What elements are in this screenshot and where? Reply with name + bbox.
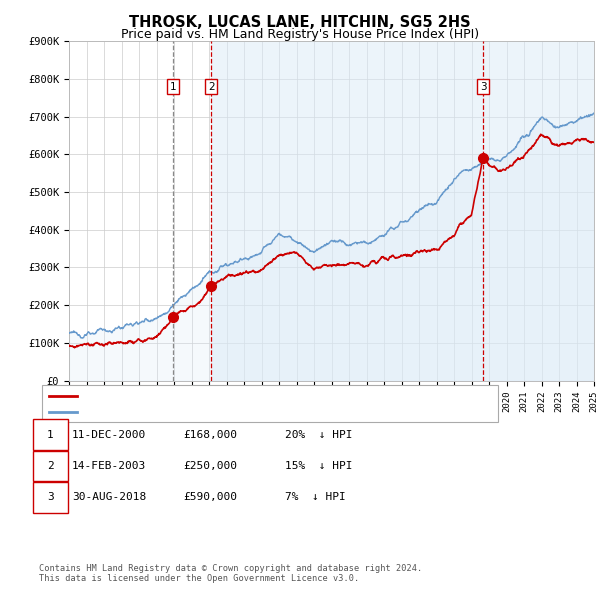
Bar [211,41,594,381]
Text: 1: 1 [170,81,176,91]
Text: 3: 3 [480,81,487,91]
Text: 2: 2 [208,81,214,91]
Text: THROSK, LUCAS LANE, HITCHIN, SG5 2HS: THROSK, LUCAS LANE, HITCHIN, SG5 2HS [129,15,471,30]
Text: £590,000: £590,000 [183,493,237,502]
Text: 7%  ↓ HPI: 7% ↓ HPI [285,493,346,502]
Text: £168,000: £168,000 [183,430,237,440]
Text: Price paid vs. HM Land Registry's House Price Index (HPI): Price paid vs. HM Land Registry's House … [121,28,479,41]
Text: £250,000: £250,000 [183,461,237,471]
Text: 15%  ↓ HPI: 15% ↓ HPI [285,461,353,471]
Text: 30-AUG-2018: 30-AUG-2018 [72,493,146,502]
Text: HPI: Average price, detached house, North Hertfordshire: HPI: Average price, detached house, Nort… [81,407,411,417]
Text: 2: 2 [47,461,54,471]
Text: 11-DEC-2000: 11-DEC-2000 [72,430,146,440]
Text: 20%  ↓ HPI: 20% ↓ HPI [285,430,353,440]
Text: Contains HM Land Registry data © Crown copyright and database right 2024.
This d: Contains HM Land Registry data © Crown c… [39,563,422,583]
Text: 1: 1 [47,430,54,440]
Text: 3: 3 [47,493,54,502]
Text: 14-FEB-2003: 14-FEB-2003 [72,461,146,471]
Text: THROSK, LUCAS LANE, HITCHIN, SG5 2HS (detached house): THROSK, LUCAS LANE, HITCHIN, SG5 2HS (de… [81,391,399,401]
